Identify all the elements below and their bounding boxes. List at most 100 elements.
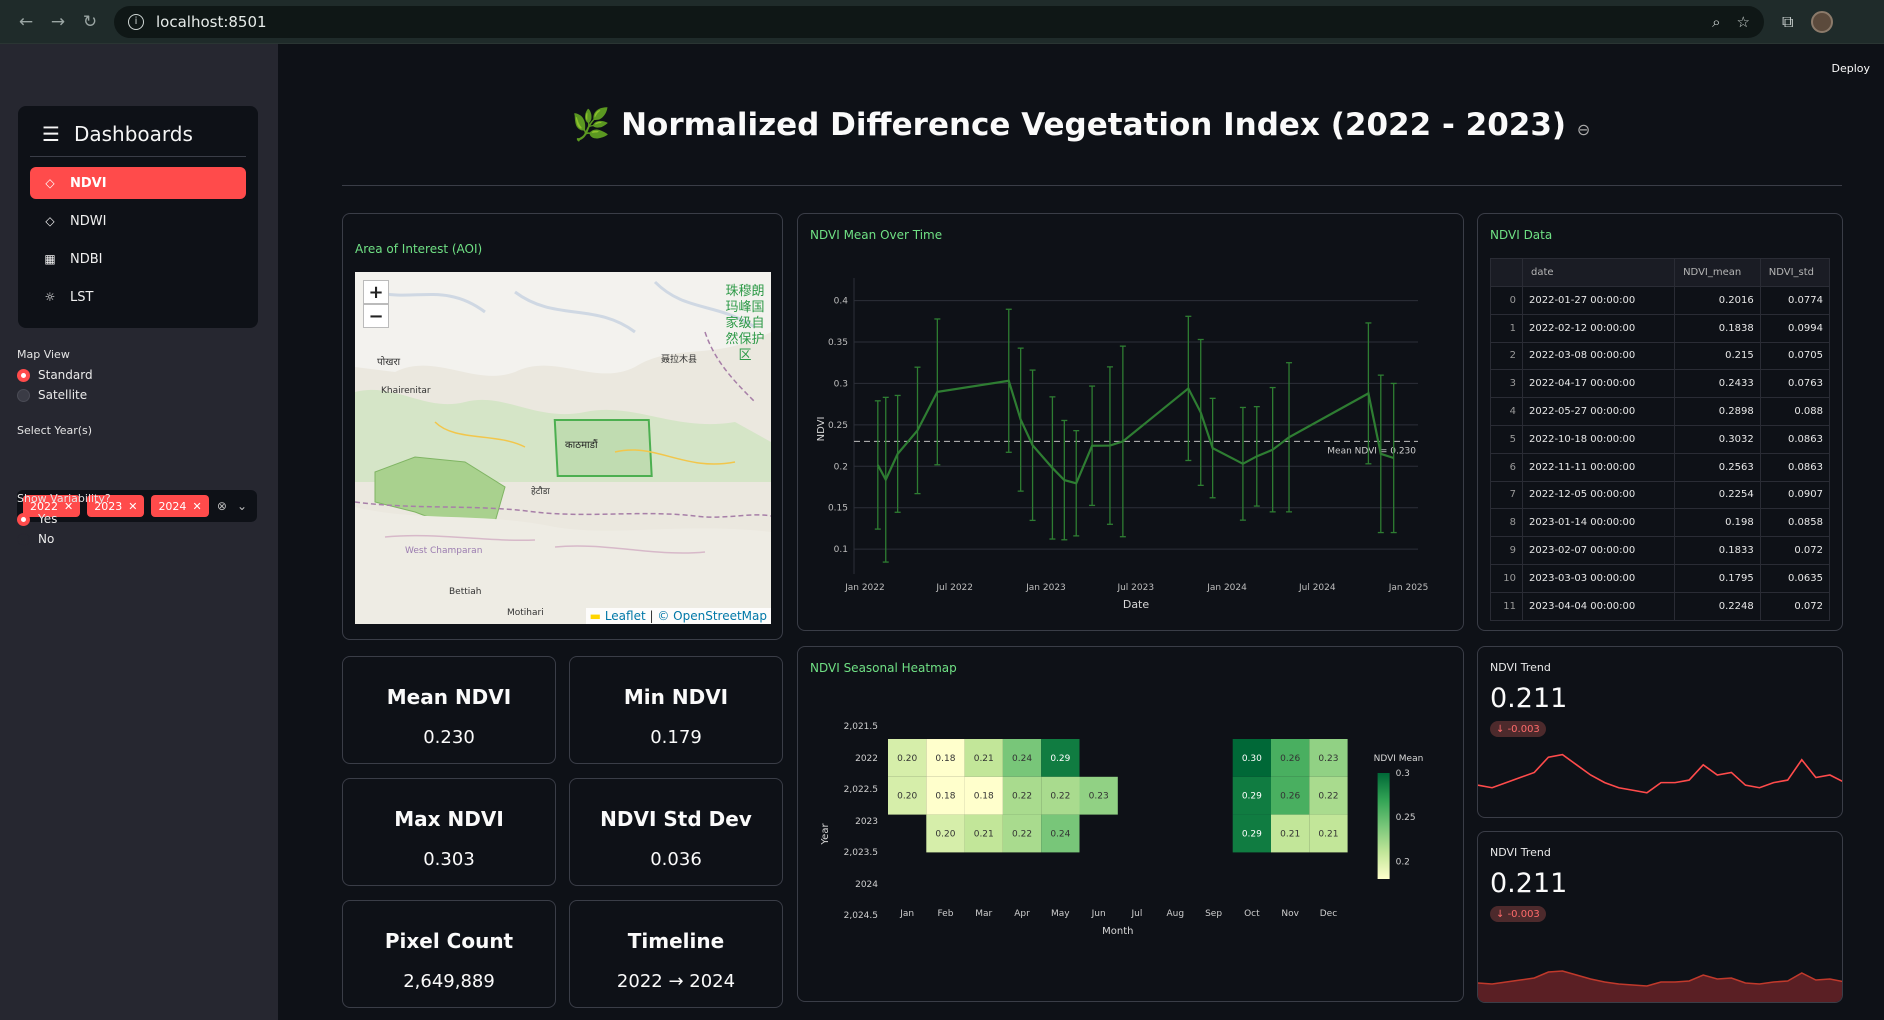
table-row[interactable]: 9 2023-02-07 00:00:00 0.1833 0.072 [1490,536,1831,565]
table-column-header[interactable]: NDVI_mean [1674,258,1761,287]
y-tick-label: 0.3 [834,379,848,389]
radio-standard[interactable]: Standard [17,368,93,382]
bookmark-star-icon[interactable]: ☆ [1736,12,1750,31]
anchor-link-icon[interactable]: ⊖ [1576,120,1591,139]
table-row[interactable]: 4 2022-05-27 00:00:00 0.2898 0.088 [1490,397,1831,426]
table-row[interactable]: 10 2023-03-03 00:00:00 0.1795 0.0635 [1490,563,1831,593]
url-text: localhost:8501 [156,12,267,31]
zoom-icon[interactable]: ⌕ [1712,12,1721,31]
remove-icon[interactable]: ✕ [128,499,138,513]
heatmap-cell-label: 0.20 [897,754,917,764]
table-cell: 0.2016 [1674,286,1761,315]
x-tick-label: Jan 2023 [1025,583,1066,593]
table-cell: 0.088 [1759,397,1831,426]
year-tag-label: 2024 [158,499,187,513]
trend-delta-value: -0.003 [1507,723,1540,735]
table-row[interactable]: 7 2022-12-05 00:00:00 0.2254 0.0907 [1490,480,1831,510]
radio-yes[interactable]: Yes [17,512,57,526]
table-row[interactable]: 3 2022-04-17 00:00:00 0.2433 0.0763 [1490,369,1831,399]
x-tick-label: Jul 2024 [1298,583,1336,593]
extensions-icon[interactable]: ⧉ [1782,11,1794,31]
back-arrow-icon[interactable]: ← [18,11,34,32]
metric-value: 2,649,889 [403,971,495,992]
table-cell: 0.0705 [1759,341,1831,371]
ndvi-time-chart-card: NDVI Mean Over Time 0.1 0.15 0.2 0.25 0.3 0.3… [797,213,1464,631]
select-years-label: Select Year(s) [17,424,93,437]
remove-icon[interactable]: ✕ [192,499,202,513]
avatar[interactable] [1811,10,1834,33]
year-tag[interactable]: 2022 ✕ [23,495,81,517]
map-label: Khairenitar [381,386,431,396]
x-tick-label: Jul 2022 [935,583,973,593]
osm-link[interactable]: © OpenStreetMap [657,609,767,623]
table-cell: 2022-12-05 00:00:00 [1521,480,1676,510]
heatmap-cell [1232,776,1271,815]
table-cell: 2023-02-07 00:00:00 [1521,536,1676,565]
zoom-in-button[interactable]: + [363,280,389,304]
leaflet-link[interactable]: Leaflet [604,609,646,623]
map-tiles [355,272,771,624]
sun-icon: ☼ [44,290,56,304]
table-cell: 0.0907 [1759,480,1831,510]
trend-title: NDVI Trend [1490,846,1551,859]
year-tag[interactable]: 2023 ✕ [87,495,145,517]
heatmap-card: NDVI Seasonal Heatmap 2,021.5 2022 2,022.5… [797,646,1464,1002]
year-tag[interactable]: 2024 ✕ [151,495,209,517]
hamburger-icon[interactable]: ☰ [42,122,60,146]
deploy-button[interactable]: Deploy [1831,62,1870,75]
menu-item-ndbi[interactable]: ▦ NDBI [30,243,246,275]
menu-item-lst[interactable]: ☼ LST [30,281,246,313]
menu-item-ndwi[interactable]: ◇ NDWI [30,205,246,237]
ndvi-time-chart[interactable]: 0.1 0.15 0.2 0.25 0.3 0.35 0.4 Jan 2022 Jul 2022… [798,214,1463,624]
y-tick-label: 0.2 [834,462,848,472]
y-axis-label: Year [820,823,831,846]
table-column-header[interactable] [1490,258,1523,287]
reload-icon[interactable]: ↻ [82,11,98,32]
table-cell: 11 [1490,591,1523,621]
table-row[interactable]: 1 2022-02-12 00:00:00 0.1838 0.0994 [1490,313,1831,343]
remove-icon[interactable]: ✕ [64,499,74,513]
site-info-icon[interactable]: i [128,13,144,30]
table-column-header[interactable]: date [1521,258,1676,287]
heatmap-cell [964,739,1003,777]
table-cell: 0.0994 [1759,313,1831,343]
ndvi-data-table[interactable]: date NDVI_mean NDVI_std 0 2022-01-27 00:00:… [1490,258,1831,621]
zoom-out-button[interactable]: − [363,304,389,328]
y-tick-label: 2024 [855,880,878,890]
table-cell: 0.0635 [1759,563,1831,593]
aoi-map[interactable]: + − पोखरा Khairenitar काठमाडौं हेटौडा 聂拉… [355,272,771,624]
heatmap-cell-label: 0.18 [935,792,955,802]
table-column-header[interactable]: NDVI_std [1759,258,1831,287]
map-label: 珠穆朗玛峰国家级自然保护区 [725,284,765,363]
address-bar[interactable]: i localhost:8501 ⌕ ☆ [114,5,1764,38]
table-row[interactable]: 11 2023-04-04 00:00:00 0.2248 0.072 [1490,591,1831,621]
table-row[interactable]: 8 2023-01-14 00:00:00 0.198 0.0858 [1490,508,1831,538]
metric-title: Mean NDVI [386,685,512,709]
table-row[interactable]: 2 2022-03-08 00:00:00 0.215 0.0705 [1490,341,1831,371]
table-cell: 10 [1490,563,1523,593]
table-row[interactable]: 6 2022-11-11 00:00:00 0.2563 0.0863 [1490,452,1831,482]
aoi-card: Area of Interest (AOI) + − पोखरा Khairen… [342,213,783,640]
y-tick-label: 2022 [855,754,878,764]
ndvi-mean-series-line [876,379,1395,485]
heatmap-cell-label: 0.22 [1318,792,1338,802]
water-drop-icon: ◇ [45,214,55,228]
arrow-down-icon: ↓ [1496,908,1508,920]
clear-all-icon[interactable]: ⊗ [216,499,227,513]
table-row[interactable]: 0 2022-01-27 00:00:00 0.2016 0.0774 [1490,286,1831,315]
table-row[interactable]: 5 2022-10-18 00:00:00 0.3032 0.0863 [1490,424,1831,454]
year-multiselect[interactable]: 2022 ✕ 2023 ✕ 2024 ✕ ⊗ ⌄ [17,490,257,522]
radio-satellite[interactable]: Satellite [17,388,87,402]
forward-arrow-icon[interactable]: → [50,11,66,32]
heatmap-cell-label: 0.18 [974,792,994,802]
radio-no[interactable]: No [17,532,54,546]
map-view-label: Map View [17,348,70,361]
y-axis-label: NDVI [816,417,827,442]
x-axis-label: Date [1123,598,1150,611]
chevron-down-icon[interactable]: ⌄ [236,499,247,513]
colorbar [1377,773,1390,879]
y-tick-label: 0.4 [834,297,849,307]
menu-item-ndvi[interactable]: ◇ NDVI [30,167,246,199]
metric-mean-ndvi: Mean NDVI 0.230 [342,656,556,764]
ndvi-seasonal-heatmap[interactable]: 2,021.5 2022 2,022.5 2023 2,023.5 2024 2,024.5… [798,647,1463,997]
